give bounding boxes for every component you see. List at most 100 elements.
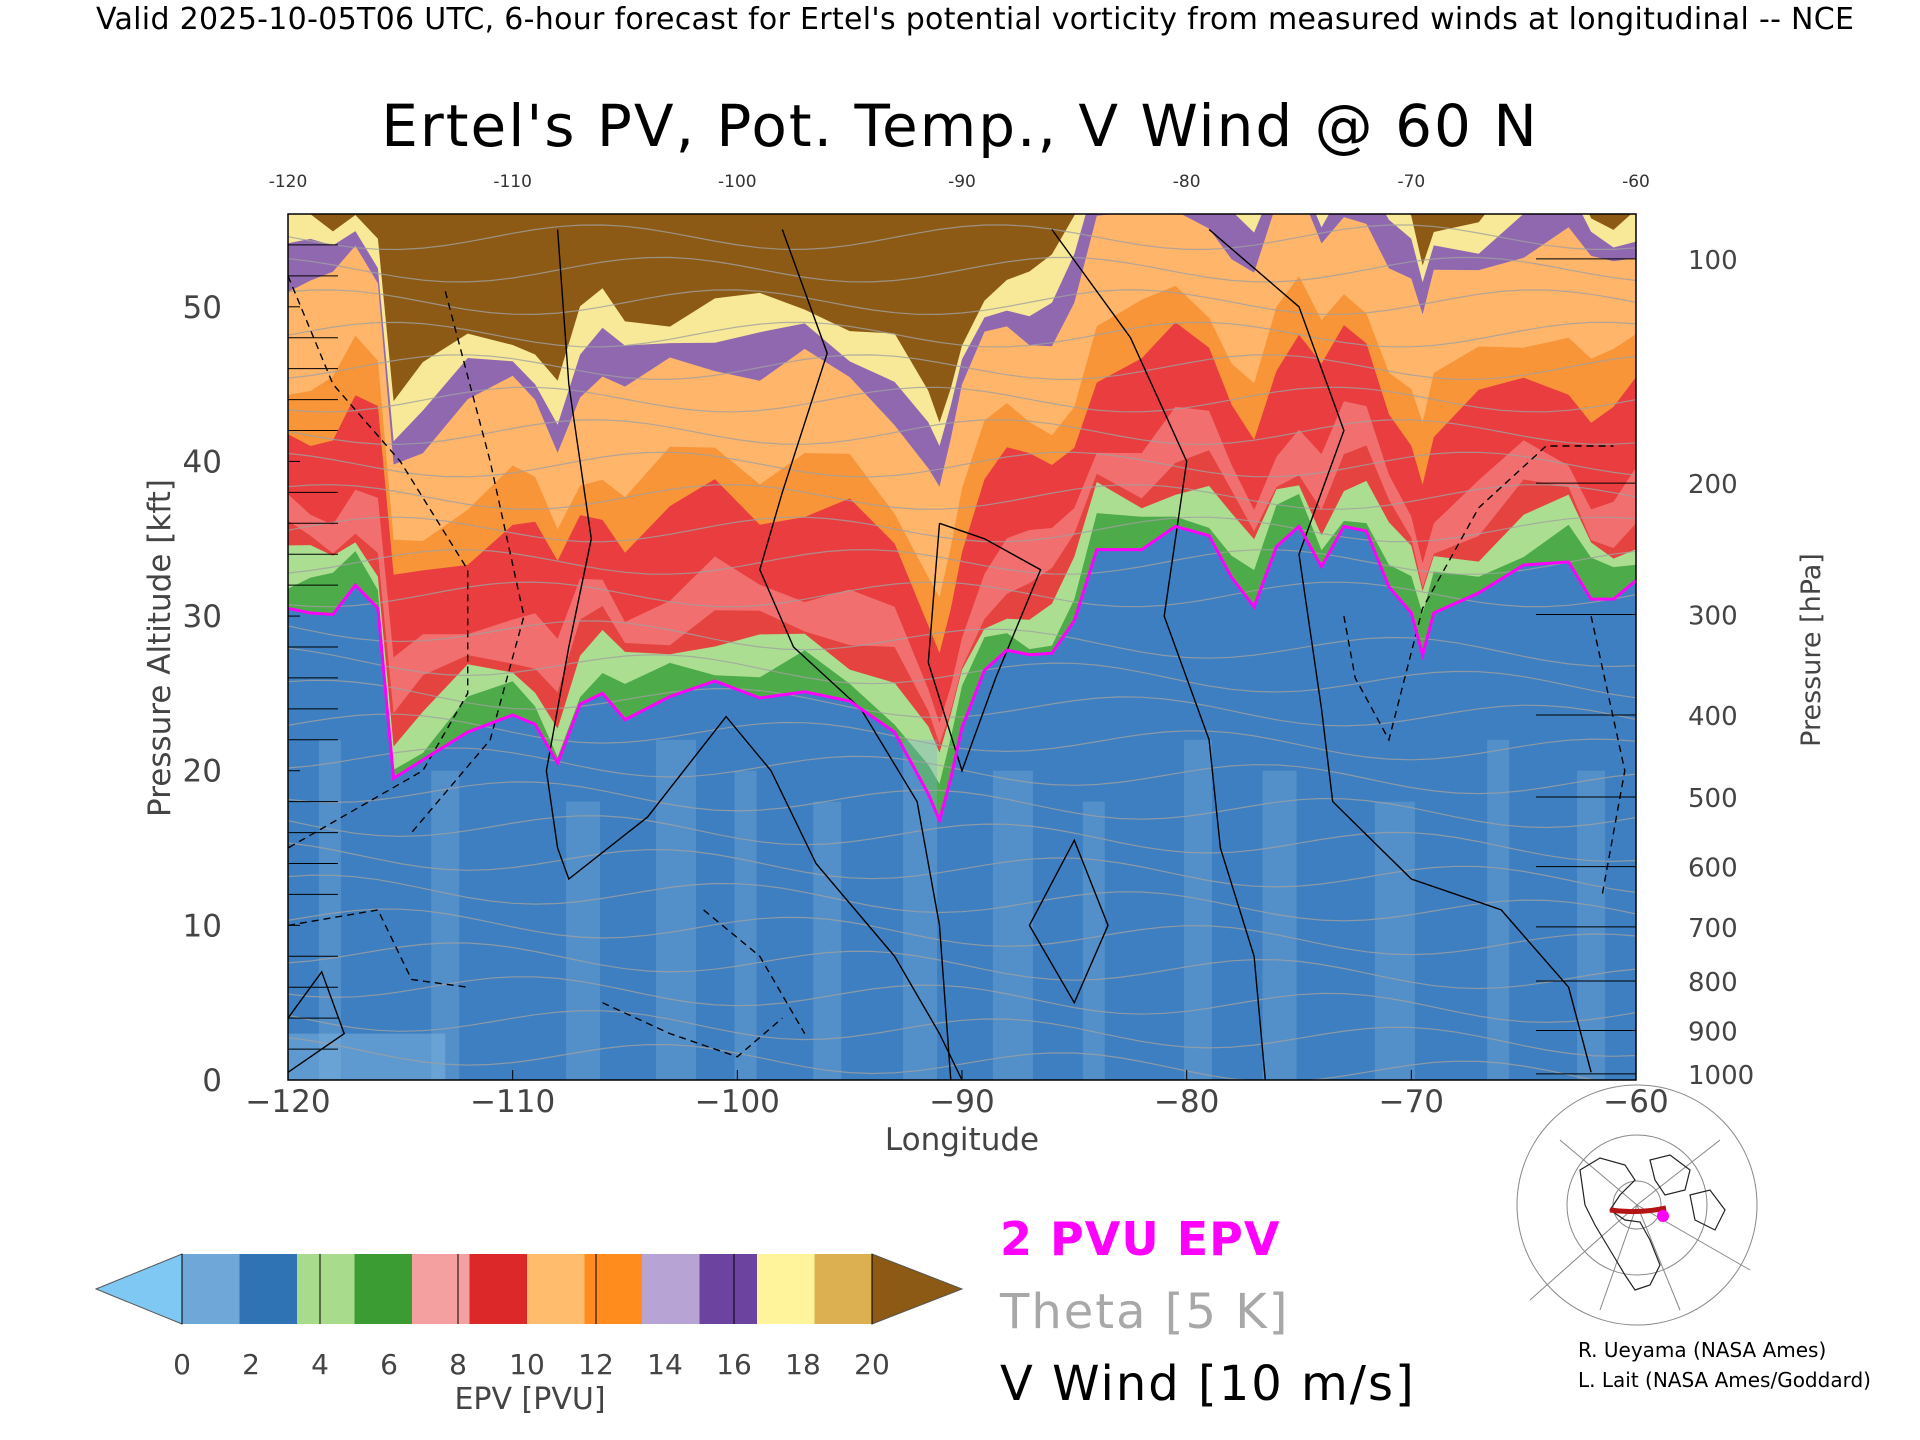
vwind-contour	[1051, 229, 1266, 1080]
legend-theta: Theta [5 K]	[1000, 1284, 1290, 1340]
troposphere-streak	[1487, 739, 1510, 1080]
y-tick-label: 20	[183, 754, 222, 790]
colorbar-segment	[182, 1254, 240, 1324]
map-meridian	[1529, 1204, 1638, 1301]
troposphere-streak	[734, 770, 757, 1080]
y-axis-left: 0 10 20 30 40 50	[183, 244, 338, 1099]
x-top-tick-label: -60	[1622, 172, 1650, 192]
theta-contour	[288, 942, 1636, 990]
map-coastline	[1689, 1189, 1726, 1231]
y-tick-label: 0	[202, 1063, 222, 1099]
x-tick-label: −90	[929, 1084, 994, 1120]
colorbar-over-arrow	[871, 1253, 964, 1325]
x-top-tick-label: -90	[948, 172, 976, 192]
colorbar-tick-label: 0	[173, 1348, 191, 1381]
map-section-line	[1609, 1205, 1667, 1215]
pvu2-contour	[288, 524, 1636, 825]
colorbar-segment	[527, 1254, 585, 1324]
theta-contour	[288, 484, 1636, 510]
colorbar-tick-label: 6	[380, 1348, 398, 1381]
troposphere-streak	[655, 739, 696, 1080]
colorbar: 0 2 4 6 8 10 12 14 16 18 20	[94, 1253, 964, 1381]
colorbar-segment	[469, 1254, 528, 1324]
theta-contour	[288, 620, 1636, 668]
y-tick-label: 10	[183, 908, 222, 944]
theta-contours	[288, 224, 1636, 1080]
y-tick-label: 50	[183, 290, 222, 326]
pressure-tick-label: 300	[1688, 602, 1738, 632]
pressure-tick-label: 1000	[1688, 1061, 1754, 1091]
x-tick-label: −70	[1379, 1084, 1444, 1120]
colorbar-segment	[239, 1254, 298, 1324]
x-tick-label: −80	[1154, 1084, 1219, 1120]
x-axis: −120 −110 −100 −90 −80 −70 −60	[245, 1070, 1669, 1120]
colorbar-tick-label: 14	[647, 1348, 683, 1381]
vwind-contour	[927, 522, 1042, 773]
vwind-contours	[288, 228, 1626, 1080]
colorbar-segment	[584, 1254, 643, 1324]
x-top-tick-label: -110	[493, 172, 532, 192]
colorbar-segment	[412, 1254, 470, 1324]
x-tick-label: −120	[245, 1084, 330, 1120]
vwind-contour	[759, 229, 952, 1080]
pressure-tick-label: 600	[1688, 854, 1738, 884]
map-coastline	[1649, 1154, 1691, 1196]
map-coastline	[1579, 1157, 1661, 1291]
vwind-contour	[602, 1002, 783, 1058]
colorbar-tick-label: 18	[785, 1348, 821, 1381]
troposphere-streak	[1577, 770, 1606, 1080]
map-meridian	[1636, 1139, 1721, 1206]
pressure-tick-label: 800	[1688, 968, 1738, 998]
theta-contour	[288, 321, 1636, 348]
vwind-contour	[1028, 838, 1109, 1005]
x-top-tick-label: -70	[1397, 172, 1425, 192]
theta-contour	[288, 256, 1636, 283]
x-tick-label: −110	[470, 1084, 555, 1120]
colorbar-tick-label: 2	[242, 1348, 260, 1381]
y-tick-label: 40	[183, 444, 222, 480]
pressure-tick-label: 100	[1688, 246, 1738, 276]
colorbar-segment	[354, 1254, 413, 1324]
pressure-tick-label: 400	[1688, 702, 1738, 732]
colorbar-label: EPV [PVU]	[454, 1382, 606, 1417]
x-tick-label: −100	[695, 1084, 780, 1120]
y-axis-right-pressure: 100 200 300 400 500 600 700 800 900 1000	[1536, 246, 1754, 1091]
theta-contour	[288, 781, 1636, 829]
theta-contour	[288, 713, 1636, 761]
theta-contour	[288, 647, 1636, 699]
location-map-inset	[1516, 1084, 1758, 1326]
troposphere-streak	[1183, 739, 1212, 1080]
colorbar-tick-label: 4	[311, 1348, 329, 1381]
x-top-tick-label: -100	[718, 172, 757, 192]
pressure-tick-label: 200	[1688, 470, 1738, 500]
theta-contour	[288, 976, 1636, 1024]
stratosphere-band	[309, 214, 1632, 423]
troposphere-streak	[1374, 801, 1415, 1080]
y-tick-label: 30	[183, 599, 222, 635]
pressure-tick-label: 700	[1688, 914, 1738, 944]
vwind-contour	[288, 970, 346, 1073]
theta-contour	[288, 354, 1636, 381]
pressure-tick-label: 500	[1688, 784, 1738, 814]
troposphere-streak	[992, 770, 1033, 1080]
y-axis-label: Pressure Altitude [kft]	[142, 479, 178, 817]
troposphere-streak	[903, 739, 938, 1080]
troposphere-streak	[566, 801, 601, 1080]
map-latitude-ring	[1516, 1084, 1758, 1326]
troposphere-streak	[1262, 770, 1297, 1080]
vwind-contour	[1208, 228, 1592, 1073]
theta-contour	[288, 842, 1636, 894]
pressure-tick-label: 900	[1688, 1018, 1738, 1048]
colorbar-tick-label: 20	[854, 1348, 890, 1381]
map-location-marker	[1657, 1210, 1669, 1222]
x-top-tick-label: -80	[1173, 172, 1201, 192]
theta-contour	[288, 679, 1636, 727]
theta-contour	[288, 289, 1636, 316]
theta-contour	[288, 549, 1636, 575]
theta-contour	[288, 516, 1636, 543]
theta-contour	[288, 386, 1636, 413]
map-meridian	[1599, 1204, 1638, 1311]
theta-contour	[288, 815, 1636, 863]
map-meridian	[1636, 1204, 1681, 1311]
